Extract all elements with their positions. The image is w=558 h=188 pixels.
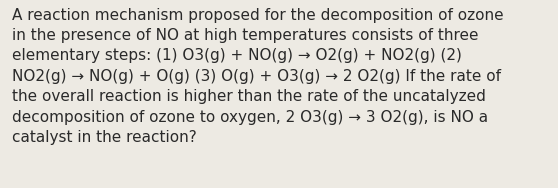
Text: A reaction mechanism proposed for the decomposition of ozone
in the presence of : A reaction mechanism proposed for the de…	[12, 8, 504, 145]
